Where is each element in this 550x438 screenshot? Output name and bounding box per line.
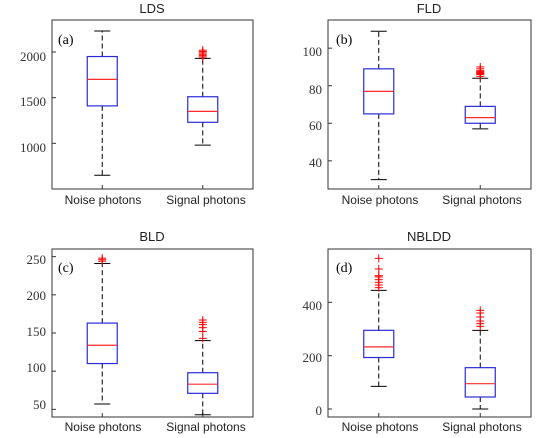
y-tick-label: 400: [303, 298, 323, 313]
panel-label: (c): [58, 261, 74, 276]
panel-lds: LDS (a) 2000 1500 1000 Noise photons Sig…: [20, 1, 254, 207]
x-tick-label: Signal photons: [442, 193, 521, 207]
y-tick-label: 100: [27, 360, 47, 375]
chart-title: LDS: [139, 1, 165, 16]
box-iqr: [363, 329, 395, 359]
outlier-marker: [476, 62, 485, 71]
y-tick-label: 100: [303, 44, 323, 59]
x-tick-label: Noise photons: [65, 420, 142, 434]
x-tick-label: Noise photons: [342, 420, 419, 434]
panel-nbldd: NBLDD (d) 400 200 0 Noise photons Signal…: [303, 229, 532, 434]
outlier-marker: [198, 46, 207, 55]
y-tick-label: 2000: [20, 49, 46, 64]
chart-title: FLD: [417, 1, 442, 16]
y-tick-label: 80: [309, 82, 322, 97]
y-tick-label: 1500: [20, 94, 46, 109]
y-tick-label: 250: [27, 252, 47, 267]
box-iqr: [464, 367, 496, 398]
x-tick-label: Signal photons: [166, 193, 245, 207]
outlier-marker: [476, 306, 485, 315]
box-iqr: [464, 105, 496, 124]
outlier-marker: [374, 265, 383, 273]
y-tick-label: 40: [309, 155, 322, 170]
x-tick-label: Signal photons: [442, 420, 521, 434]
panel-label: (b): [336, 33, 353, 48]
chart-title: BLD: [139, 229, 164, 244]
panel-fld: FLD (b) 100 80 60 40 Noise photons Signa…: [303, 1, 532, 207]
y-tick-label: 60: [309, 118, 322, 133]
y-tick-label: 200: [303, 350, 323, 365]
box-iqr: [86, 322, 118, 365]
box-iqr: [187, 96, 219, 123]
x-tick-label: Signal photons: [166, 420, 245, 434]
y-tick-label: 50: [33, 397, 46, 412]
box-iqr: [187, 372, 219, 394]
x-tick-label: Noise photons: [342, 193, 419, 207]
plot-frame: [51, 248, 254, 418]
plot-frame: [327, 248, 532, 418]
chart-title: NBLDD: [407, 229, 451, 244]
panel-label: (d): [336, 261, 353, 276]
plot-frame: [327, 19, 532, 190]
outlier-marker: [98, 254, 107, 263]
y-tick-label: 1000: [20, 140, 46, 155]
plot-frame: [51, 19, 254, 190]
panel-bld: BLD (c) 250 200 150 100 50 Noise photons…: [27, 229, 254, 434]
outlier-marker: [198, 334, 207, 343]
box-iqr: [86, 55, 118, 107]
panel-label: (a): [58, 33, 74, 48]
outlier-marker: [198, 316, 207, 325]
y-tick-label: 0: [316, 403, 323, 418]
x-tick-label: Noise photons: [65, 193, 142, 207]
outlier-marker: [374, 254, 383, 263]
y-tick-label: 200: [27, 288, 47, 303]
y-tick-label: 150: [27, 324, 47, 339]
